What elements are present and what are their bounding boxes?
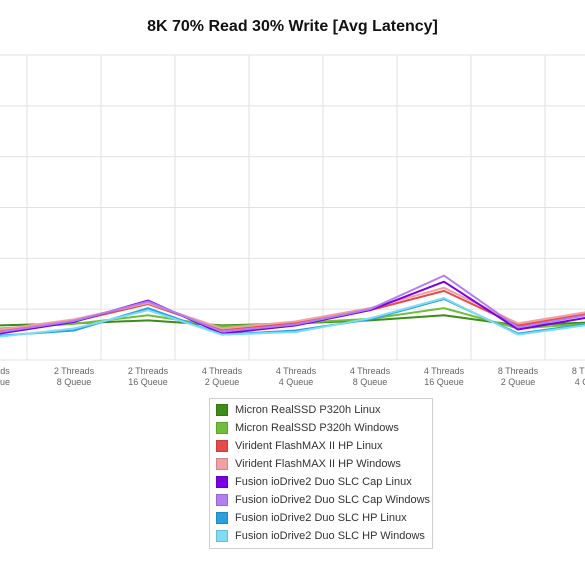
- x-tick-label: 4 Threads: [424, 366, 465, 376]
- series-line: [0, 280, 585, 335]
- legend-item: Fusion ioDrive2 Duo SLC HP Linux: [210, 509, 432, 527]
- legend-swatch: [216, 404, 228, 416]
- legend-label: Virident FlashMAX II HP Linux: [235, 440, 383, 452]
- legend-label: Micron RealSSD P320h Windows: [235, 422, 399, 434]
- x-tick-label: 4 Queue: [575, 377, 585, 387]
- x-tick-label: 2 Queue: [501, 377, 536, 387]
- legend-swatch: [216, 422, 228, 434]
- x-tick-label: 4 Threads: [202, 366, 243, 376]
- legend-swatch: [216, 440, 228, 452]
- x-tick-label: eads: [0, 366, 10, 376]
- x-tick-label: 2 Threads: [54, 366, 95, 376]
- legend-swatch: [216, 494, 228, 506]
- legend-item: Fusion ioDrive2 Duo SLC Cap Linux: [210, 473, 432, 491]
- x-tick-label: 16 Queue: [424, 377, 464, 387]
- x-tick-label: 4 Threads: [350, 366, 391, 376]
- legend-label: Fusion ioDrive2 Duo SLC Cap Linux: [235, 476, 412, 488]
- x-tick-label: 8 Queue: [57, 377, 92, 387]
- x-tick-label: 2 Threads: [128, 366, 169, 376]
- legend-swatch: [216, 530, 228, 542]
- legend-item: Virident FlashMAX II HP Linux: [210, 437, 432, 455]
- x-tick-label: 4 Threads: [276, 366, 317, 376]
- x-tick-label: 16 Queue: [128, 377, 168, 387]
- chart-title: 8K 70% Read 30% Write [Avg Latency]: [147, 18, 438, 35]
- x-tick-label: 8 Threads: [572, 366, 585, 376]
- legend-item: Fusion ioDrive2 Duo SLC Cap Windows: [210, 491, 432, 509]
- legend-swatch: [216, 512, 228, 524]
- legend-item: Micron RealSSD P320h Windows: [210, 419, 432, 437]
- x-tick-label: 2 Queue: [205, 377, 240, 387]
- x-tick-label: 8 Threads: [498, 366, 539, 376]
- legend-label: Fusion ioDrive2 Duo SLC HP Windows: [235, 530, 425, 542]
- legend-swatch: [216, 476, 228, 488]
- legend-item: Micron RealSSD P320h Linux: [210, 401, 432, 419]
- series-line: [0, 286, 585, 331]
- legend-swatch: [216, 458, 228, 470]
- legend-label: Fusion ioDrive2 Duo SLC HP Linux: [235, 512, 407, 524]
- x-tick-label: 8 Queue: [353, 377, 388, 387]
- legend-label: Virident FlashMAX II HP Windows: [235, 458, 401, 470]
- series-line: [0, 296, 585, 338]
- legend-item: Virident FlashMAX II HP Windows: [210, 455, 432, 473]
- chart-legend: Micron RealSSD P320h Linux Micron RealSSD…: [209, 398, 433, 549]
- legend-item: Fusion ioDrive2 Duo SLC HP Windows: [210, 527, 432, 545]
- x-tick-label: 4 Queue: [279, 377, 314, 387]
- legend-label: Fusion ioDrive2 Duo SLC Cap Windows: [235, 494, 431, 506]
- legend-label: Micron RealSSD P320h Linux: [235, 404, 381, 416]
- x-tick-label: ueue: [0, 377, 10, 387]
- series-line: [0, 307, 585, 330]
- series-line: [0, 274, 585, 334]
- series-line: [0, 314, 585, 327]
